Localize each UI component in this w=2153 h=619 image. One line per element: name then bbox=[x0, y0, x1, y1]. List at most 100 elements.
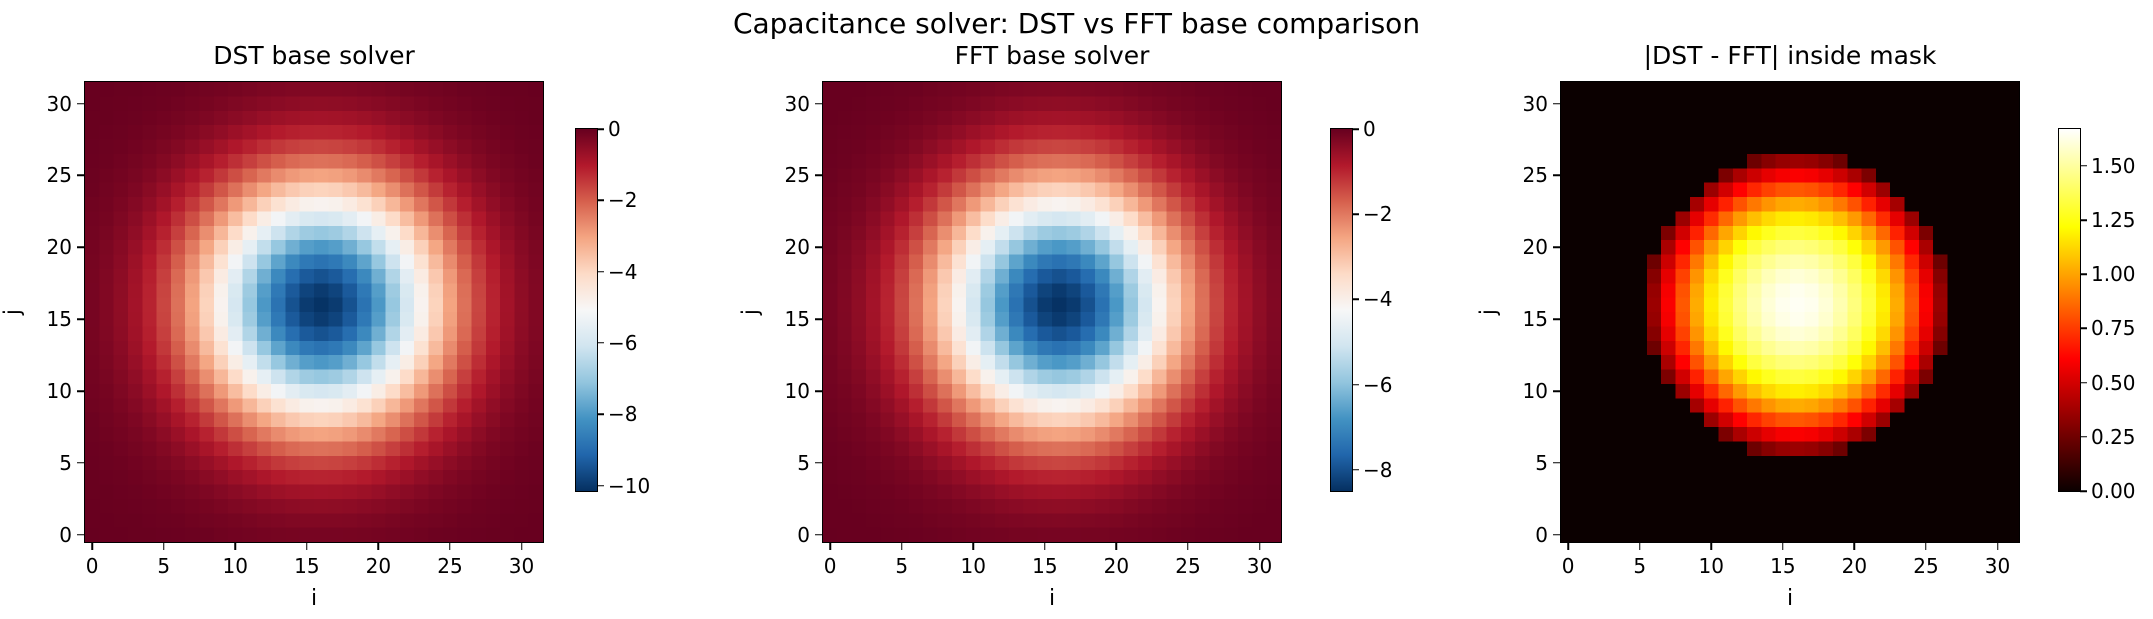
subplot-fft-base-solver: FFT base solver i j 0 5 10 15 20 25 30 0 5 10 15 20… bbox=[739, 41, 1282, 611]
colorbar-tick-mark bbox=[2080, 436, 2087, 438]
colorbar-tick-label: −2 bbox=[1363, 202, 1393, 227]
colorbar-gradient-fft bbox=[1331, 129, 1352, 491]
y-tick-mark bbox=[77, 102, 85, 105]
y-tick-label: 30 bbox=[1522, 91, 1548, 116]
colorbar-tick-mark bbox=[2080, 165, 2087, 167]
colorbar-tick-mark bbox=[597, 199, 604, 202]
x-tick-label: 30 bbox=[1246, 554, 1273, 578]
colorbar-tick-mark bbox=[2080, 490, 2087, 492]
subplot-title-fft: FFT base solver bbox=[954, 41, 1150, 70]
x-tick-label: 10 bbox=[222, 554, 249, 578]
colorbar-tick-label: 0.75 bbox=[2091, 316, 2136, 341]
x-tick-label: 0 bbox=[85, 554, 99, 578]
y-tick-label: 20 bbox=[784, 235, 810, 260]
x-tick-mark bbox=[1853, 542, 1856, 550]
colorbar-tick-label: −6 bbox=[608, 330, 638, 355]
y-tick-label: 15 bbox=[46, 307, 72, 332]
x-tick-label: 5 bbox=[1633, 554, 1647, 578]
y-tick-mark bbox=[815, 390, 823, 392]
y-tick-label: 10 bbox=[46, 379, 72, 404]
colorbar-fft: 0 −2 −4 −6 −8 bbox=[1330, 117, 1392, 492]
y-tick-label: 10 bbox=[784, 379, 810, 404]
colorbar-tick-mark bbox=[2080, 381, 2087, 384]
x-tick-label: 5 bbox=[157, 554, 171, 578]
x-axis-label-fft: i bbox=[1048, 586, 1056, 611]
y-tick-label: 5 bbox=[1535, 450, 1548, 475]
x-tick-mark bbox=[1258, 542, 1261, 550]
x-tick-mark bbox=[829, 542, 831, 550]
x-tick-label: 10 bbox=[1698, 554, 1725, 578]
x-tick-label: 15 bbox=[294, 554, 320, 578]
colorbar-tick-mark bbox=[597, 342, 604, 344]
x-tick-label: 20 bbox=[1841, 554, 1868, 578]
y-axis-label-difference: j bbox=[1476, 308, 1502, 316]
colorbar-tick-mark bbox=[1352, 298, 1359, 301]
colorbar-tick-label: −8 bbox=[608, 402, 638, 427]
colorbar-tick-label: 1.50 bbox=[2091, 153, 2136, 178]
x-tick-label: 15 bbox=[1770, 554, 1796, 578]
y-tick-mark bbox=[815, 246, 823, 249]
x-tick-label: 0 bbox=[1561, 554, 1575, 578]
x-tick-mark bbox=[306, 542, 308, 550]
y-tick-label: 20 bbox=[46, 235, 72, 260]
x-tick-mark bbox=[972, 542, 975, 550]
colorbar-tick-label: −2 bbox=[608, 188, 638, 213]
y-tick-label: 30 bbox=[784, 91, 810, 116]
colorbar-tick-mark bbox=[2080, 327, 2087, 330]
colorbar-tick-mark bbox=[1352, 468, 1359, 471]
y-tick-label: 25 bbox=[46, 163, 72, 188]
y-tick-mark bbox=[1553, 390, 1561, 392]
x-tick-label: 15 bbox=[1032, 554, 1058, 578]
colorbar-gradient-dst bbox=[576, 129, 597, 491]
heatmap-fft bbox=[823, 82, 1281, 542]
x-tick-label: 0 bbox=[823, 554, 837, 578]
y-tick-label: 0 bbox=[59, 522, 72, 547]
figure-suptitle: Capacitance solver: DST vs FFT base comp… bbox=[732, 7, 1421, 40]
colorbar-tick-label: 1.25 bbox=[2091, 208, 2136, 233]
x-tick-label: 30 bbox=[1984, 554, 2011, 578]
x-tick-mark bbox=[1044, 542, 1046, 550]
y-tick-mark bbox=[77, 534, 85, 536]
colorbar-tick-label: −4 bbox=[608, 259, 638, 284]
y-tick-mark bbox=[77, 318, 85, 320]
y-tick-label: 0 bbox=[1535, 522, 1548, 547]
colorbar-tick-mark bbox=[597, 128, 604, 130]
x-axis-label-difference: i bbox=[1786, 586, 1794, 611]
colorbar-tick-mark bbox=[597, 413, 604, 416]
x-tick-mark bbox=[1996, 542, 1999, 550]
colorbar-tick-mark bbox=[1352, 213, 1359, 215]
x-tick-mark bbox=[234, 542, 237, 550]
colorbar-gradient-difference bbox=[2059, 129, 2080, 491]
colorbar-tick-mark bbox=[1352, 128, 1359, 130]
heatmap-dst bbox=[85, 82, 543, 542]
y-axis-label-dst: j bbox=[0, 308, 26, 316]
colorbar-tick-mark bbox=[2080, 273, 2087, 275]
heatmap-difference bbox=[1561, 82, 2019, 542]
x-tick-label: 20 bbox=[365, 554, 392, 578]
colorbar-dst: 0 −2 −4 −6 −8 −10 bbox=[575, 117, 650, 498]
colorbar-tick-label: −6 bbox=[1363, 372, 1393, 397]
y-tick-label: 25 bbox=[1522, 163, 1548, 188]
x-tick-mark bbox=[449, 542, 451, 550]
y-tick-mark bbox=[815, 102, 823, 105]
y-tick-mark bbox=[815, 174, 823, 177]
subplot-title-dst: DST base solver bbox=[213, 41, 415, 70]
y-axis-label-fft: j bbox=[738, 308, 764, 316]
x-tick-label: 30 bbox=[508, 554, 535, 578]
colorbar-tick-label: 0 bbox=[608, 117, 621, 141]
subplot-title-difference: |DST - FFT| inside mask bbox=[1643, 41, 1937, 70]
colorbar-tick-label: 0.50 bbox=[2091, 370, 2136, 395]
x-tick-label: 20 bbox=[1103, 554, 1130, 578]
y-tick-mark bbox=[815, 534, 823, 536]
colorbar-tick-mark bbox=[1352, 383, 1359, 386]
x-tick-mark bbox=[1115, 542, 1118, 550]
colorbar-tick-label: 0.00 bbox=[2091, 479, 2136, 503]
x-tick-mark bbox=[91, 542, 93, 550]
colorbar-tick-mark bbox=[2080, 219, 2087, 221]
x-tick-mark bbox=[162, 542, 165, 550]
y-tick-mark bbox=[1553, 102, 1561, 105]
y-tick-label: 10 bbox=[1522, 379, 1548, 404]
y-tick-mark bbox=[1553, 462, 1561, 464]
x-tick-mark bbox=[377, 542, 380, 550]
